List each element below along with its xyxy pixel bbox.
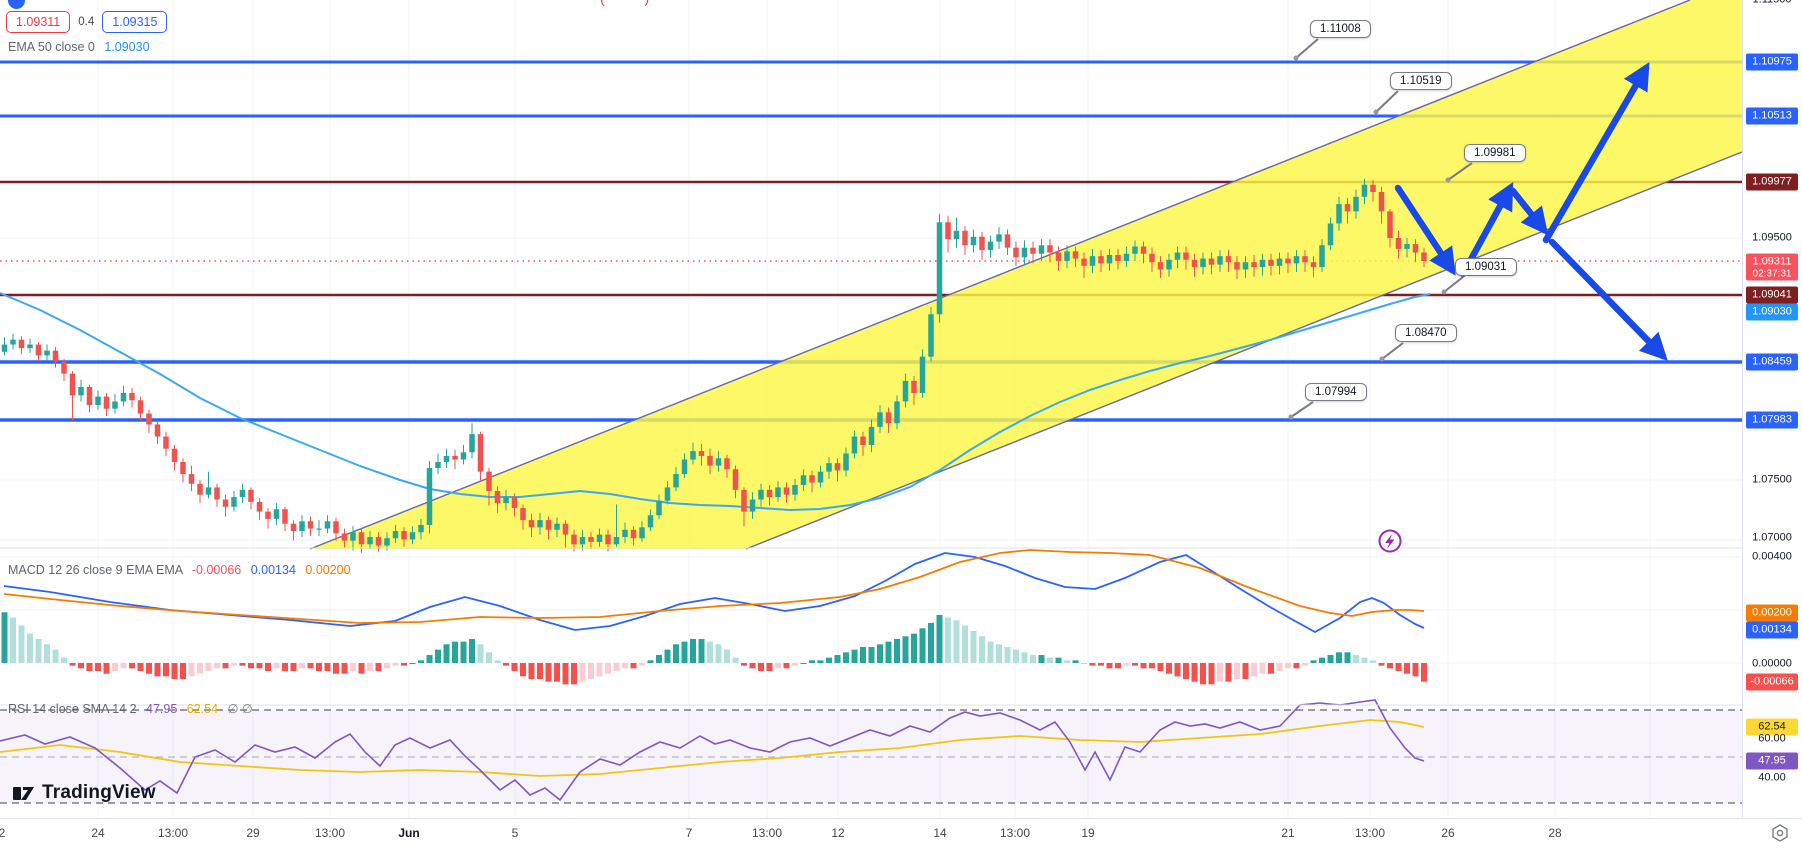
price-label-1.07000: 1.07000 xyxy=(1752,531,1792,544)
macd-line-value: 0.00134 xyxy=(250,563,296,577)
time-label-19: 19 xyxy=(1081,826,1095,840)
time-label-26: 26 xyxy=(1441,826,1455,840)
price-label-1.08459: 1.08459 xyxy=(1746,353,1798,371)
price-callout-1.09981[interactable]: 1.09981 xyxy=(1464,144,1526,162)
macd-pane xyxy=(1,549,1427,685)
clipped-title-fragment: ( ) xyxy=(600,0,667,6)
axis-settings-icon[interactable] xyxy=(1770,823,1790,843)
price-callout-1.08470[interactable]: 1.08470 xyxy=(1395,324,1457,342)
time-label-Jun: Jun xyxy=(398,826,420,840)
price-axis[interactable]: 1.11500 1.10975 1.10513 1.09977 1.09500 1.093… xyxy=(1742,0,1802,818)
price-callout-1.09031[interactable]: 1.09031 xyxy=(1455,258,1517,276)
time-label-13:00: 13:00 xyxy=(314,826,346,840)
price-label-1.10975: 1.10975 xyxy=(1746,53,1798,71)
macd-hist-value: -0.00066 xyxy=(191,563,242,577)
time-label-14: 14 xyxy=(933,826,947,840)
rsi-line xyxy=(0,699,1425,802)
price-label-1.09500: 1.09500 xyxy=(1752,231,1792,244)
tradingview-logo[interactable]: TradingView xyxy=(12,781,156,805)
price-label-1.07500: 1.07500 xyxy=(1752,473,1792,486)
price-callout-1.10519[interactable]: 1.10519 xyxy=(1390,72,1452,90)
price-label-0.00134: 0.00134 xyxy=(1746,621,1798,639)
price-label-60.00: 60.00 xyxy=(1758,732,1786,745)
price-label--0.00066: -0.00066 xyxy=(1746,673,1798,691)
macd-signal-line xyxy=(3,549,1425,624)
price-callout-1.07994[interactable]: 1.07994 xyxy=(1305,383,1367,401)
time-label-21: 21 xyxy=(1281,826,1295,840)
time-label-24: 24 xyxy=(91,826,105,840)
time-label-28: 28 xyxy=(1548,826,1562,840)
auto-pattern-icon[interactable] xyxy=(1378,529,1402,553)
price-label-1.09977: 1.09977 xyxy=(1746,173,1798,191)
time-label-2: 2 xyxy=(0,826,6,840)
price-label-62.54: 62.54 xyxy=(1746,718,1798,736)
price-label-1.07983: 1.07983 xyxy=(1746,411,1798,429)
ema-legend-value: 1.09030 xyxy=(104,40,150,54)
callout-tails xyxy=(1288,38,1473,420)
price-label-1.09311: 1.09311 02:37:31 xyxy=(1746,253,1798,281)
clipped-logo-circle-icon xyxy=(8,0,25,9)
price-label-47.95: 47.95 xyxy=(1746,752,1798,770)
rsi-legend-label: RSI 14 close SMA 14 2 xyxy=(8,702,137,716)
rsi-extra-params: ∅ ∅ xyxy=(227,702,253,716)
sell-button[interactable]: 1.09311 xyxy=(6,11,71,33)
time-label-13:00: 13:00 xyxy=(999,826,1031,840)
time-label-13:00: 13:00 xyxy=(157,826,189,840)
price-label-1.09041: 1.09041 xyxy=(1746,286,1798,304)
price-label-0.00000: 0.00000 xyxy=(1752,657,1792,670)
price-label-0.00200: 0.00200 xyxy=(1746,604,1798,622)
buy-button[interactable]: 1.09315 xyxy=(102,11,168,33)
tradingview-logo-icon xyxy=(13,787,34,800)
macd-legend-label: MACD 12 26 close 9 EMA EMA xyxy=(8,563,183,577)
time-label-13:00: 13:00 xyxy=(751,826,783,840)
rsi-pane xyxy=(0,699,1742,804)
rsi-sma-value: 62.54 xyxy=(186,702,219,716)
ema-legend[interactable]: EMA 50 close 0 1.09030 xyxy=(8,40,150,54)
tradingview-logo-text: TradingView xyxy=(42,782,156,803)
macd-legend[interactable]: MACD 12 26 close 9 EMA EMA -0.00066 0.00… xyxy=(8,563,351,577)
ema50-line[interactable] xyxy=(0,292,1431,512)
candlesticks xyxy=(1,178,1427,553)
trend-channel[interactable] xyxy=(309,0,1743,550)
price-label-40.00: 40.00 xyxy=(1758,771,1786,784)
macd-signal-value: 0.00200 xyxy=(305,563,351,577)
time-label-29: 29 xyxy=(246,826,260,840)
time-label-12: 12 xyxy=(831,826,845,840)
price-label-0.00400: 0.00400 xyxy=(1752,550,1792,563)
price-label-1.11500: 1.11500 xyxy=(1746,0,1798,9)
time-label-5: 5 xyxy=(511,826,519,840)
time-label-7: 7 xyxy=(685,826,693,840)
ema-legend-label: EMA 50 close 0 xyxy=(8,40,95,54)
price-label-1.10513: 1.10513 xyxy=(1746,107,1798,125)
rsi-legend[interactable]: RSI 14 close SMA 14 2 47.95 62.54 ∅ ∅ xyxy=(8,701,253,716)
quote-panel: 1.09311 0.4 1.09315 xyxy=(6,11,168,33)
rsi-sma-line xyxy=(0,719,1425,777)
price-label-1.09030: 1.09030 xyxy=(1746,303,1798,321)
macd-line xyxy=(3,552,1425,634)
rsi-value: 47.95 xyxy=(146,702,178,716)
time-axis[interactable]: 2 24 13:00 29 13:00 Jun 5 7 13:00 12 14 13:00 19 21 13… xyxy=(0,818,1802,849)
spread-value: 0.4 xyxy=(78,16,95,28)
price-callout-1.11008[interactable]: 1.11008 xyxy=(1310,20,1371,38)
time-label-13:00: 13:00 xyxy=(1354,826,1386,840)
